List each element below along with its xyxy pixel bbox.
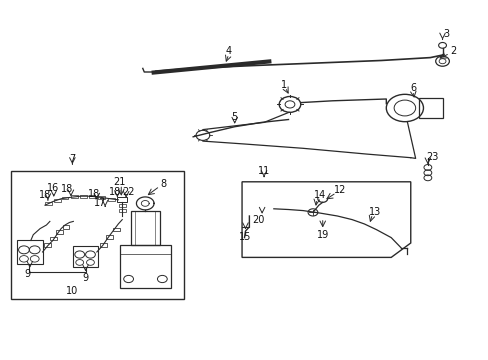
Bar	[71, 195, 78, 198]
Bar	[80, 195, 86, 198]
Text: 17: 17	[94, 198, 106, 208]
Text: 9: 9	[24, 269, 30, 279]
Bar	[44, 243, 51, 247]
Text: 14: 14	[313, 190, 325, 200]
Text: 19: 19	[316, 230, 328, 240]
Text: 12: 12	[333, 185, 346, 195]
Bar	[98, 196, 105, 199]
Bar	[117, 197, 127, 202]
Text: 10: 10	[66, 286, 79, 296]
Text: 22: 22	[122, 186, 134, 197]
Text: 4: 4	[225, 46, 231, 56]
Text: 23: 23	[426, 152, 438, 162]
Text: 13: 13	[368, 207, 381, 217]
Text: 2: 2	[449, 46, 455, 56]
Text: 1: 1	[281, 80, 286, 90]
Bar	[45, 202, 52, 205]
Text: 9: 9	[82, 273, 88, 283]
Bar	[56, 230, 63, 234]
Bar	[11, 171, 184, 299]
Text: 7: 7	[69, 154, 75, 164]
Bar	[120, 245, 171, 288]
Text: 5: 5	[231, 112, 237, 122]
Text: 16: 16	[46, 183, 59, 193]
Bar	[17, 240, 42, 264]
Text: 21: 21	[113, 177, 126, 187]
Bar	[88, 195, 95, 198]
Text: 18: 18	[61, 184, 74, 194]
Bar	[62, 225, 69, 229]
Bar	[119, 204, 125, 207]
Text: 18: 18	[39, 190, 51, 200]
Bar	[119, 209, 125, 212]
Bar	[106, 235, 113, 239]
Text: 18: 18	[108, 186, 121, 197]
Bar	[108, 198, 115, 201]
Bar	[61, 197, 68, 199]
Text: 18: 18	[87, 189, 100, 199]
Bar	[130, 211, 160, 245]
Bar	[54, 199, 61, 202]
Bar	[50, 237, 57, 240]
Text: 15: 15	[239, 232, 251, 242]
Text: 8: 8	[161, 179, 166, 189]
Text: 6: 6	[409, 83, 415, 93]
Bar	[113, 228, 120, 231]
Bar	[418, 98, 442, 118]
Bar	[73, 246, 98, 267]
Bar	[100, 243, 107, 247]
Text: 11: 11	[257, 166, 270, 176]
Text: 3: 3	[443, 29, 448, 39]
Text: 20: 20	[251, 215, 264, 225]
